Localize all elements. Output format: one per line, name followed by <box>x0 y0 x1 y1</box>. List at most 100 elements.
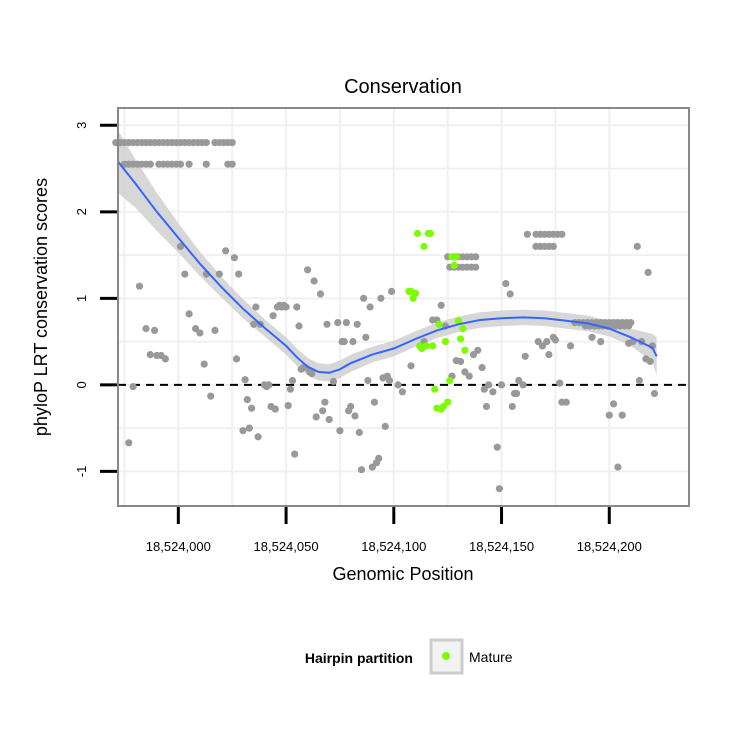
data-point <box>506 290 514 298</box>
data-point <box>566 342 575 350</box>
x-tick-label: 18,524,100 <box>361 539 426 554</box>
data-point <box>316 290 325 298</box>
data-point <box>308 370 316 378</box>
data-point <box>588 333 596 341</box>
data-point <box>310 277 318 285</box>
data-point <box>375 454 383 462</box>
data-point <box>597 338 605 346</box>
data-point <box>360 294 368 302</box>
data-point <box>644 268 652 276</box>
mature-point <box>435 320 443 328</box>
data-point <box>485 381 493 389</box>
data-point <box>129 383 137 391</box>
data-point <box>245 424 253 432</box>
data-point <box>625 322 633 330</box>
data-point <box>605 411 613 419</box>
data-point <box>146 160 154 168</box>
data-point <box>321 398 329 406</box>
data-point <box>493 443 501 451</box>
data-point <box>334 319 342 327</box>
data-point <box>181 270 189 278</box>
data-point <box>250 320 258 328</box>
legend: Hairpin partition Mature <box>305 638 513 675</box>
data-point <box>295 322 303 330</box>
mature-point <box>426 229 434 238</box>
data-point <box>351 412 359 420</box>
data-point <box>176 160 185 168</box>
mature-point <box>444 398 452 406</box>
data-point <box>502 280 510 288</box>
y-tick-label: 1 <box>74 295 89 302</box>
data-point <box>521 352 529 360</box>
mature-point <box>413 229 422 238</box>
data-point <box>252 303 260 311</box>
x-tick-label: 18,524,150 <box>469 539 534 554</box>
data-point <box>407 362 415 370</box>
data-point <box>211 326 219 334</box>
data-point <box>465 372 473 380</box>
data-point <box>342 319 350 327</box>
smooth-line-layer <box>117 160 658 374</box>
legend-item-mature: Mature <box>469 649 513 665</box>
mature-point <box>411 289 419 297</box>
data-point <box>323 320 331 328</box>
data-point <box>349 338 357 346</box>
mature-point <box>420 242 428 250</box>
data-point <box>388 287 396 295</box>
x-tick-label: 18,524,200 <box>577 539 642 554</box>
data-point <box>614 463 622 471</box>
data-point <box>288 376 297 385</box>
y-tick-label: -1 <box>74 466 89 478</box>
x-axis: 18,524,000 18,524,050 18,524,100 18,524,150… <box>146 507 642 554</box>
data-point <box>478 364 486 372</box>
data-point <box>125 439 133 447</box>
data-point <box>241 376 249 384</box>
data-point <box>304 266 312 274</box>
y-axis: -1 0 1 2 3 <box>74 122 117 477</box>
mature-point <box>431 385 439 393</box>
x-tick-label: 18,524,050 <box>254 539 319 554</box>
plot-panel <box>118 108 689 506</box>
data-point <box>239 427 247 435</box>
data-point <box>381 422 389 430</box>
mature-point <box>461 346 469 354</box>
data-point <box>228 139 236 147</box>
data-point <box>192 325 200 333</box>
data-point <box>556 379 564 387</box>
data-point <box>146 351 154 359</box>
data-point <box>508 402 516 411</box>
x-axis-label: Genomic Position <box>332 564 473 584</box>
x-tick-label: 18,524,000 <box>146 539 211 554</box>
data-point <box>202 160 210 168</box>
legend-title: Hairpin partition <box>305 650 413 666</box>
data-point <box>329 377 338 385</box>
data-point <box>151 326 159 334</box>
data-point <box>489 388 497 396</box>
data-point <box>355 428 363 437</box>
data-point <box>618 411 626 419</box>
data-point <box>545 351 553 359</box>
mature-point <box>454 317 462 325</box>
data-point <box>551 336 560 344</box>
mature-point <box>441 338 450 346</box>
data-point <box>215 270 223 278</box>
data-point <box>202 139 210 147</box>
data-point <box>362 333 370 341</box>
data-point <box>457 357 465 366</box>
data-point <box>364 376 372 385</box>
data-point <box>497 381 506 389</box>
y-tick-label: 0 <box>74 381 89 388</box>
legend-key-mature-point <box>442 652 450 660</box>
data-point <box>228 160 236 168</box>
data-point <box>633 242 641 250</box>
mature-point <box>422 342 430 350</box>
confidence-band-layer <box>118 130 657 382</box>
data-point <box>196 329 204 337</box>
data-point <box>610 400 618 408</box>
data-point <box>200 360 208 368</box>
data-point <box>370 398 378 406</box>
data-point <box>248 404 256 412</box>
data-point <box>472 253 480 261</box>
data-point <box>222 247 230 255</box>
